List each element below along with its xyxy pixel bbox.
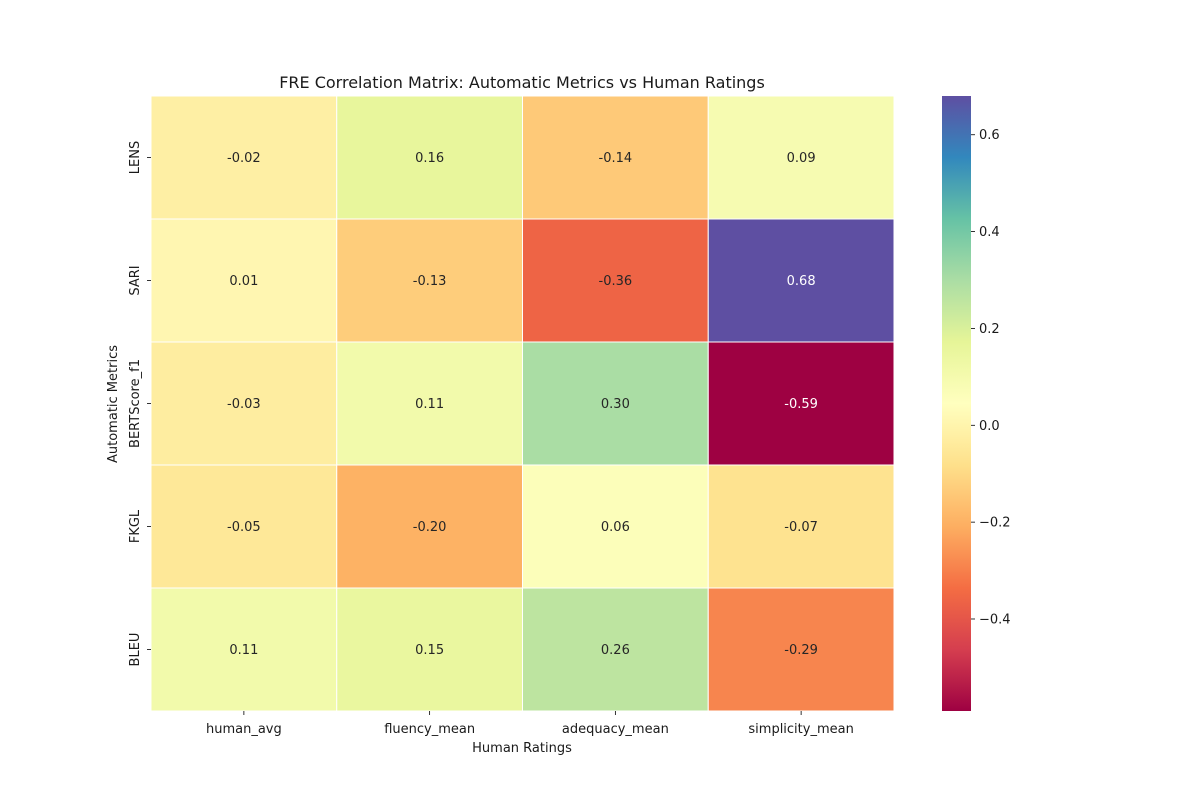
x-tick-label: simplicity_mean — [748, 722, 853, 737]
heatmap-cell — [336, 587, 523, 712]
cell-value-label: -0.13 — [413, 274, 447, 289]
heatmap-cells: -0.02 0.16 -0.14 0.09 0.01 -0.13 -0.36 0.68 -0.0… — [150, 95, 895, 712]
cell-value-label: 0.68 — [787, 274, 816, 289]
x-tick-label: human_avg — [206, 722, 282, 737]
colorbar-tick-label: 0.6 — [979, 128, 1000, 143]
cell-value-label: -0.14 — [599, 151, 633, 166]
cell-value-label: -0.29 — [784, 643, 818, 658]
y-tick-label: SARI — [128, 265, 143, 295]
colorbar-tick-label: 0.0 — [979, 419, 1000, 434]
heatmap-cell — [707, 587, 895, 712]
cell-value-label: 0.30 — [601, 397, 630, 412]
cell-value-label: -0.59 — [784, 397, 818, 412]
cell-value-label: -0.20 — [413, 520, 447, 535]
heatmap-cell — [336, 464, 523, 589]
cell-value-label: -0.02 — [227, 151, 261, 166]
cell-value-label: 0.11 — [415, 397, 444, 412]
colorbar-tick-label: −0.2 — [979, 516, 1011, 531]
cell-value-label: 0.01 — [229, 274, 258, 289]
heatmap-cell — [150, 464, 338, 589]
heatmap-cell — [522, 464, 709, 589]
heatmap-cell — [522, 587, 709, 712]
cell-value-label: 0.16 — [415, 151, 444, 166]
x-axis-label: Human Ratings — [472, 741, 572, 756]
chart-title: FRE Correlation Matrix: Automatic Metric… — [279, 73, 765, 92]
x-tick-label: adequacy_mean — [562, 722, 669, 737]
cell-value-label: 0.26 — [601, 643, 630, 658]
heatmap-cell — [336, 95, 523, 220]
colorbar — [942, 96, 971, 711]
heatmap-cell — [707, 341, 895, 466]
colorbar-tick-label: 0.2 — [979, 322, 1000, 337]
cell-value-label: -0.07 — [784, 520, 818, 535]
colorbar-tick-label: −0.4 — [979, 612, 1011, 627]
cell-value-label: 0.15 — [415, 643, 444, 658]
heatmap-cell — [336, 218, 523, 343]
cell-value-label: -0.05 — [227, 520, 261, 535]
cell-value-label: -0.36 — [599, 274, 633, 289]
heatmap-cell — [150, 218, 338, 343]
cell-value-label: 0.11 — [229, 643, 258, 658]
colorbar-ticks: 0.6 0.4 0.2 0.0 −0.2 −0.4 — [971, 128, 1011, 627]
y-tick-label: BERTScore_f1 — [128, 359, 143, 448]
heatmap-cell — [336, 341, 523, 466]
y-tick-label: LENS — [128, 141, 143, 174]
y-axis-label: Automatic Metrics — [106, 345, 121, 463]
cell-value-label: 0.06 — [601, 520, 630, 535]
cell-value-label: -0.03 — [227, 397, 261, 412]
cell-value-label: 0.09 — [787, 151, 816, 166]
x-axis-ticks: human_avg fluency_mean adequacy_mean simpli… — [206, 711, 854, 737]
x-tick-label: fluency_mean — [384, 722, 475, 737]
heatmap-cell — [707, 464, 895, 589]
heatmap-cell — [522, 95, 709, 220]
heatmap-cell — [150, 95, 338, 220]
heatmap-cell — [150, 587, 338, 712]
heatmap-cell — [707, 218, 895, 343]
heatmap-cell — [522, 218, 709, 343]
y-tick-label: FKGL — [128, 509, 143, 543]
colorbar-tick-label: 0.4 — [979, 225, 1000, 240]
y-axis-ticks: LENS SARI BERTScore_f1 FKGL BLEU — [128, 141, 151, 667]
y-tick-label: BLEU — [128, 633, 143, 667]
heatmap-cell — [707, 95, 895, 220]
